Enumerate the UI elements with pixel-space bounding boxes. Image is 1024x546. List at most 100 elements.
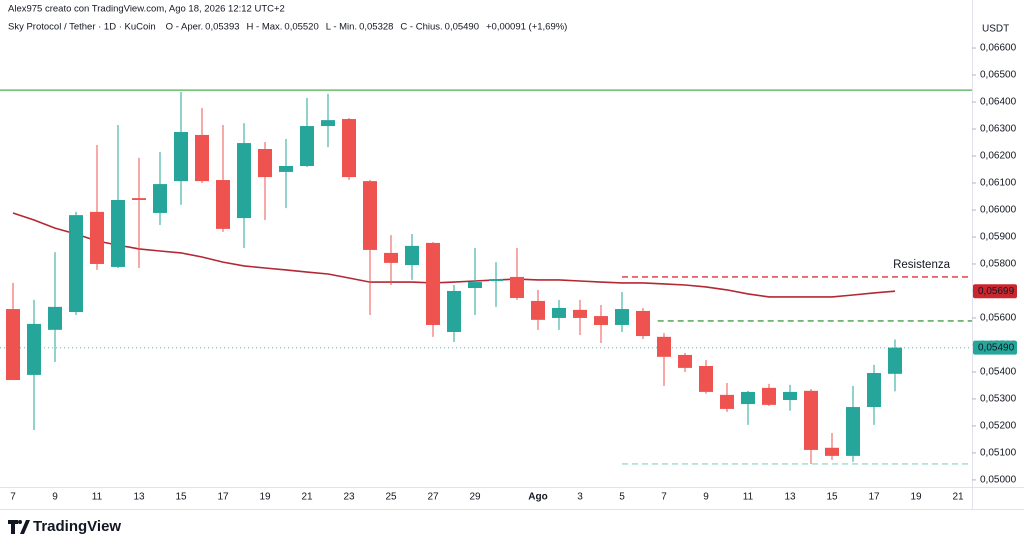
candle: [153, 151, 167, 226]
candle-body: [300, 126, 314, 166]
candle-body: [867, 373, 881, 408]
candle: [426, 242, 440, 337]
candle-body: [90, 211, 104, 264]
level-label: Resistenza: [893, 259, 950, 271]
candle: [825, 432, 839, 460]
candle: [636, 307, 650, 340]
credit: Alex975 creato con TradingView.com, Ago …: [8, 4, 285, 15]
x-tick-label: 13: [784, 492, 796, 503]
candle-body: [531, 300, 545, 320]
candle-body: [405, 245, 419, 266]
candle-body: [762, 387, 776, 405]
x-tick-label: 29: [469, 492, 481, 503]
candle-body: [363, 181, 377, 250]
y-tick-label: 0,05300: [980, 394, 1017, 405]
y-tick-label: 0,05000: [980, 475, 1017, 486]
candle-body: [825, 447, 839, 456]
price-label: 0,05490: [978, 342, 1015, 353]
candle: [531, 289, 545, 330]
candle-body: [783, 391, 797, 401]
price-label-box: [973, 340, 1017, 355]
candle: [216, 124, 230, 232]
candle-body: [321, 120, 335, 127]
candle-body: [153, 184, 167, 213]
x-tick-label: 17: [868, 492, 880, 503]
candle: [27, 299, 41, 430]
x-tick-label: 27: [427, 492, 439, 503]
candle-body: [552, 307, 566, 318]
candle-body: [573, 309, 587, 318]
y-tick-label: 0,06200: [980, 151, 1017, 162]
candle: [489, 262, 503, 307]
candle-body: [510, 276, 524, 298]
x-tick-label: 9: [52, 492, 58, 503]
x-tick-label: 3: [577, 492, 583, 503]
candle: [300, 97, 314, 168]
candle: [6, 282, 20, 381]
x-tick-label: 9: [703, 492, 709, 503]
candle: [195, 107, 209, 183]
x-tick-label: 7: [661, 492, 667, 503]
candle: [111, 124, 125, 269]
candle-body: [888, 347, 902, 374]
legend-value: 0,05520: [284, 22, 318, 33]
x-tick-label: 23: [343, 492, 355, 503]
brand: TradingView: [33, 518, 121, 535]
x-tick-label: 19: [259, 492, 271, 503]
candle: [69, 211, 83, 315]
candle-body: [720, 394, 734, 409]
y-tick-label: 0,06500: [980, 70, 1017, 81]
candle: [510, 248, 524, 300]
legend-value: 0,05328: [359, 22, 393, 33]
candle: [573, 299, 587, 335]
candle: [48, 252, 62, 362]
candle: [804, 388, 818, 464]
candle: [258, 141, 272, 220]
price-label-box: [973, 284, 1017, 299]
x-tick-label: 11: [92, 492, 103, 503]
legend-value: 0,05393: [205, 22, 239, 33]
candle-body: [258, 148, 272, 178]
x-tick-label: 11: [743, 492, 754, 503]
candle-body: [657, 336, 671, 357]
candle-body: [195, 134, 209, 182]
candle-body: [27, 323, 41, 375]
candle-body: [279, 165, 293, 172]
legend-label: C - Chius.: [400, 22, 442, 33]
legend-label: L - Min.: [326, 22, 357, 33]
candle: [888, 339, 902, 392]
y-tick-label: 0,05600: [980, 313, 1017, 324]
price-label: 0,05699: [978, 286, 1015, 297]
candle-body: [216, 180, 230, 229]
candle: [615, 292, 629, 332]
candle: [846, 385, 860, 462]
y-tick-label: 0,05100: [980, 448, 1017, 459]
candle-body: [48, 306, 62, 330]
x-tick-label: Ago: [528, 492, 547, 503]
x-tick-label: 21: [301, 492, 313, 503]
candle-body: [678, 354, 692, 368]
candle: [678, 353, 692, 372]
moving-average: [12, 212, 896, 298]
candle-body: [384, 252, 398, 263]
candle-body: [741, 391, 755, 405]
y-tick-label: 0,05800: [980, 259, 1017, 270]
candle: [867, 364, 881, 425]
candle: [657, 333, 671, 386]
candle: [279, 139, 293, 209]
axis-unit: USDT: [982, 24, 1009, 35]
candle: [552, 299, 566, 330]
y-tick-label: 0,06000: [980, 205, 1017, 216]
candle-body: [426, 242, 440, 325]
candle: [741, 390, 755, 425]
candle-body: [699, 366, 713, 392]
y-tick-label: 0,06100: [980, 178, 1017, 189]
candle-body: [846, 407, 860, 456]
candle-body: [804, 390, 818, 450]
candle: [762, 383, 776, 406]
candle-body: [342, 119, 356, 178]
candle-body: [468, 282, 482, 288]
